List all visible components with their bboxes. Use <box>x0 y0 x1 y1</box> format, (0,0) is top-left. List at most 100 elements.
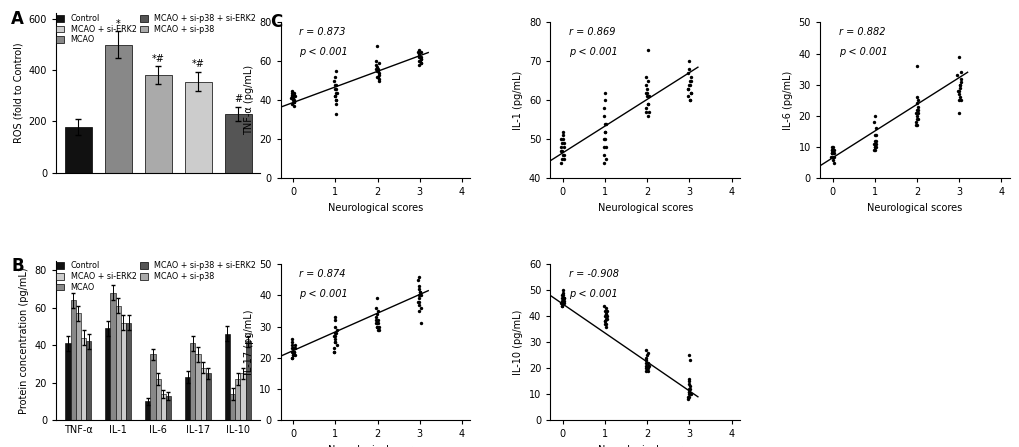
Point <box>681 81 697 89</box>
Point <box>412 292 428 299</box>
Point <box>867 137 883 144</box>
Point <box>907 122 923 129</box>
Point <box>370 60 386 67</box>
Point <box>865 118 881 126</box>
Point <box>285 348 302 355</box>
Point <box>908 106 924 113</box>
Y-axis label: IL-10 (pg/mL): IL-10 (pg/mL) <box>513 309 523 375</box>
Point <box>638 362 654 369</box>
Text: p < 0.001: p < 0.001 <box>838 47 887 57</box>
Point <box>949 88 965 95</box>
X-axis label: Neurological scores: Neurological scores <box>597 445 692 447</box>
Point <box>327 101 343 108</box>
Point <box>824 156 841 163</box>
Point <box>368 320 384 327</box>
Point <box>285 351 302 358</box>
Point <box>598 315 614 322</box>
Point <box>369 295 385 302</box>
Point <box>595 112 611 119</box>
Point <box>284 345 301 352</box>
Point <box>907 118 923 126</box>
Point <box>284 93 301 100</box>
Point <box>286 93 303 100</box>
Point <box>596 159 612 166</box>
Point <box>681 357 697 364</box>
Point <box>284 95 301 102</box>
Text: p < 0.001: p < 0.001 <box>569 47 618 57</box>
Bar <box>115 306 120 420</box>
Point <box>553 302 570 309</box>
Point <box>596 312 612 320</box>
Point <box>638 346 654 354</box>
Point <box>681 58 697 65</box>
Point <box>285 99 302 106</box>
Point <box>865 140 881 148</box>
Point <box>553 295 570 302</box>
Point <box>369 323 385 330</box>
Point <box>369 67 385 75</box>
Point <box>327 110 343 118</box>
Text: r = 0.869: r = 0.869 <box>569 27 615 37</box>
Point <box>908 115 924 122</box>
Point <box>909 115 925 122</box>
Bar <box>246 342 251 420</box>
Bar <box>81 337 86 420</box>
Point <box>640 365 656 372</box>
Point <box>596 308 612 315</box>
Point <box>950 88 966 95</box>
Bar <box>240 373 246 420</box>
Point <box>368 317 384 324</box>
Bar <box>64 127 92 173</box>
Point <box>949 72 965 79</box>
Y-axis label: IL-17 (pg/mL): IL-17 (pg/mL) <box>244 309 254 375</box>
Point <box>285 91 302 98</box>
Point <box>681 77 697 84</box>
Bar <box>201 367 206 420</box>
Point <box>552 136 569 143</box>
Point <box>555 295 572 302</box>
Point <box>411 50 427 57</box>
Point <box>555 155 572 162</box>
Point <box>326 323 342 330</box>
Bar <box>206 373 211 420</box>
Point <box>823 153 840 160</box>
Point <box>951 91 967 98</box>
Point <box>368 304 384 312</box>
Bar <box>224 334 230 420</box>
Text: p < 0.001: p < 0.001 <box>569 289 618 299</box>
Point <box>554 299 571 307</box>
Point <box>595 136 611 143</box>
Point <box>412 304 428 312</box>
Text: *#: *# <box>152 54 164 63</box>
Point <box>555 297 572 304</box>
Point <box>952 81 968 89</box>
Point <box>909 109 925 116</box>
Point <box>328 342 344 349</box>
Point <box>596 318 612 325</box>
Point <box>596 97 612 104</box>
Point <box>412 60 428 67</box>
Point <box>597 315 613 322</box>
Point <box>866 112 882 119</box>
Point <box>283 95 300 102</box>
Point <box>640 362 656 369</box>
X-axis label: Neurological scores: Neurological scores <box>597 203 692 213</box>
Point <box>553 297 570 304</box>
Point <box>327 81 343 89</box>
Text: B: B <box>11 257 23 275</box>
Point <box>823 150 840 157</box>
Point <box>285 97 302 104</box>
Point <box>952 69 968 76</box>
Point <box>370 323 386 330</box>
Point <box>598 312 614 320</box>
Point <box>908 63 924 70</box>
Point <box>908 100 924 107</box>
Point <box>822 153 839 160</box>
Point <box>680 388 696 395</box>
Point <box>327 67 343 75</box>
Point <box>410 48 426 55</box>
Point <box>553 148 570 155</box>
Point <box>951 84 967 92</box>
Point <box>411 273 427 280</box>
Point <box>681 378 697 385</box>
